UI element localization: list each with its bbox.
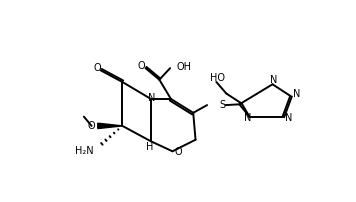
Text: N: N (293, 89, 301, 99)
Text: H₂N: H₂N (74, 146, 93, 156)
Text: O: O (93, 63, 101, 73)
Text: N: N (148, 93, 155, 103)
Text: H: H (146, 142, 154, 153)
Text: OH: OH (176, 62, 191, 72)
Polygon shape (98, 123, 122, 129)
Text: O: O (175, 147, 182, 157)
Text: O: O (138, 61, 146, 71)
Text: N: N (271, 76, 278, 85)
Text: O: O (87, 121, 95, 131)
Text: N: N (244, 113, 252, 123)
Text: HO: HO (210, 73, 225, 83)
Text: N: N (285, 113, 292, 123)
Text: S: S (219, 100, 226, 110)
